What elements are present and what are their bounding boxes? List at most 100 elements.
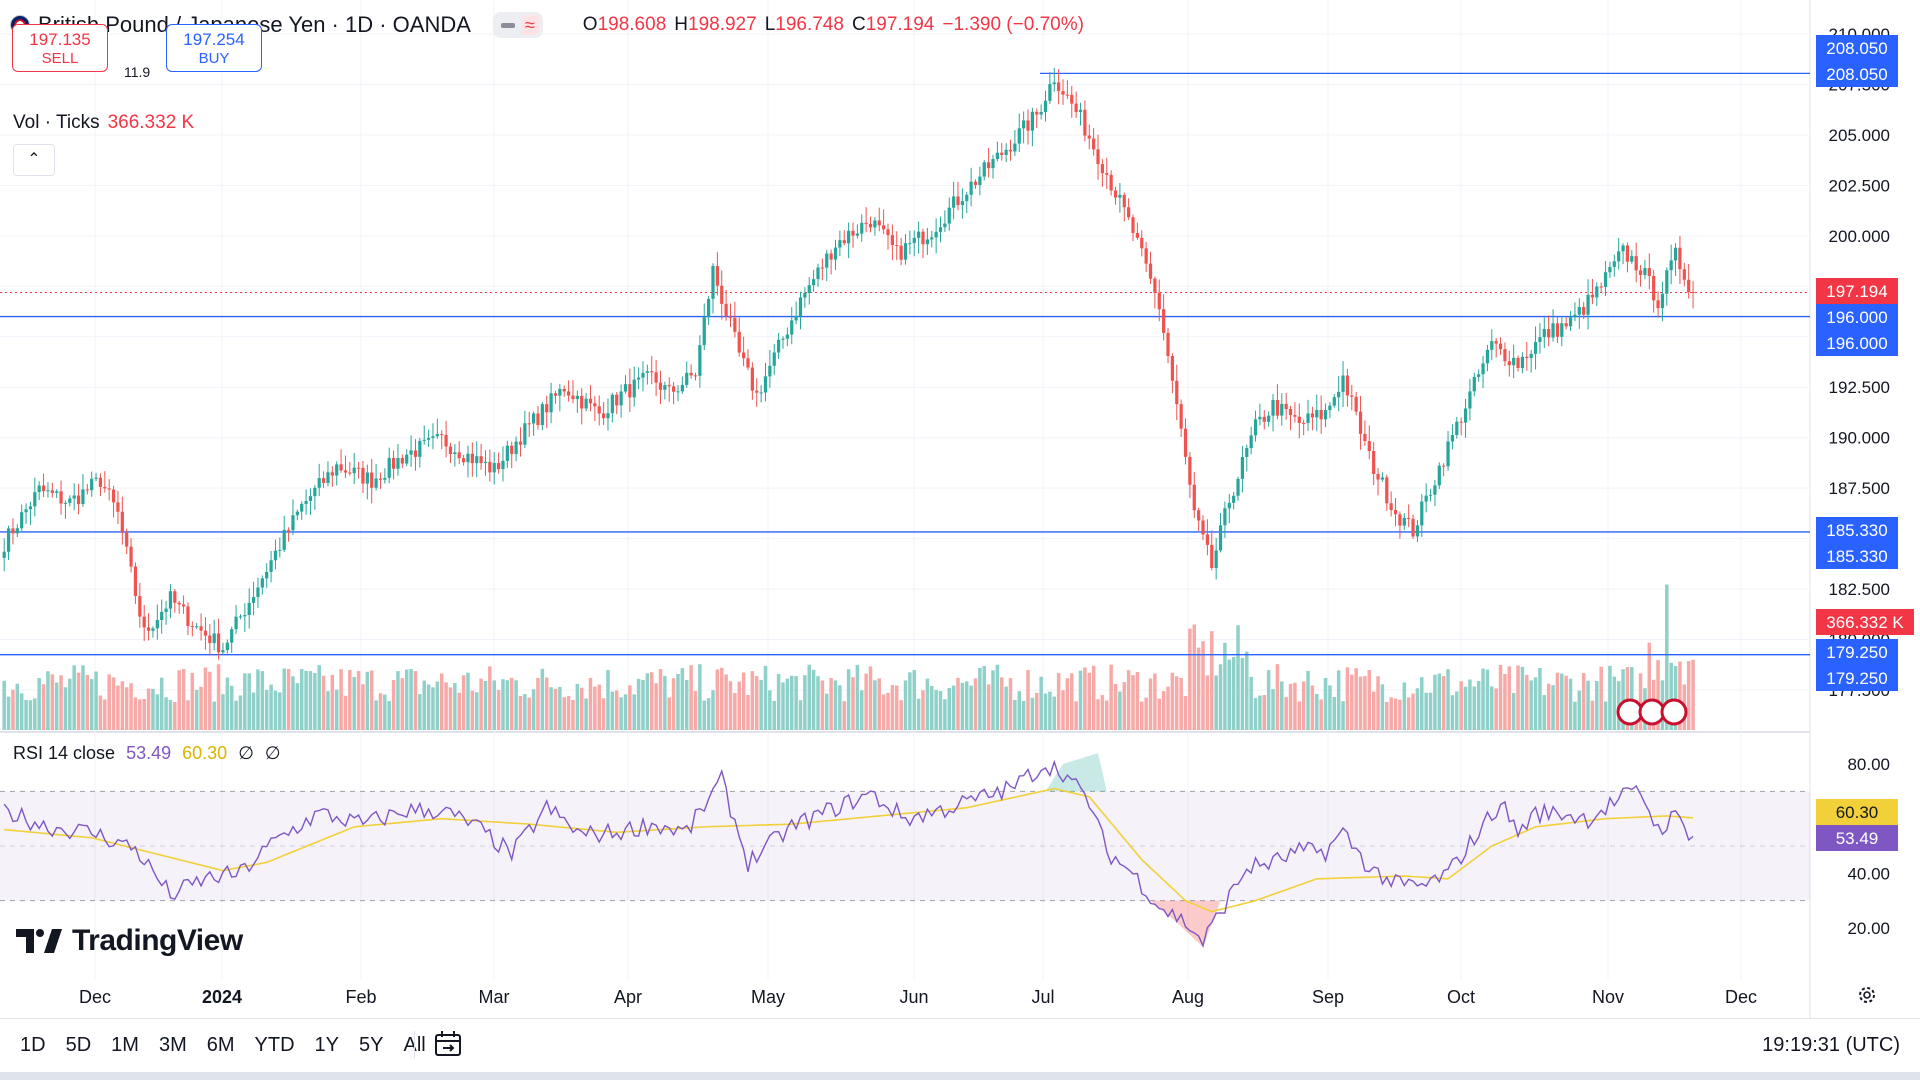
volume-bar <box>1612 676 1617 730</box>
candle-body <box>1586 294 1590 315</box>
candle-body <box>383 477 387 480</box>
candle-body <box>190 626 194 628</box>
candle-body <box>6 528 11 552</box>
buy-button[interactable]: 197.254 BUY <box>166 24 262 72</box>
volume-legend[interactable]: Vol · Ticks 366.332 K <box>13 112 194 134</box>
range-button-1d[interactable]: 1D <box>20 1034 46 1056</box>
candle-body <box>531 413 536 424</box>
range-button-1y[interactable]: 1Y <box>314 1034 340 1056</box>
settings-gear-icon[interactable] <box>1856 984 1878 1006</box>
rsi-value-box <box>1816 825 1898 851</box>
candle-body <box>1363 433 1367 442</box>
candle-body <box>282 529 286 550</box>
candle-body <box>98 477 103 487</box>
candle-body <box>1236 478 1240 496</box>
volume-bar <box>1293 682 1297 730</box>
candle-body <box>24 509 28 513</box>
candle-body <box>987 162 991 169</box>
volume-bar <box>938 690 943 730</box>
volume-bar <box>1656 660 1660 730</box>
volume-bar <box>606 670 610 730</box>
range-button-3m[interactable]: 3M <box>158 1034 187 1056</box>
volume-bar <box>1341 701 1345 730</box>
volume-bar <box>930 685 934 730</box>
candle-body <box>365 472 369 484</box>
candle-body <box>781 338 785 340</box>
candle-body <box>396 457 400 469</box>
candle-body <box>1183 428 1188 457</box>
candle-body <box>37 485 41 493</box>
volume-bar <box>1371 691 1376 730</box>
time-axis-label: 2024 <box>202 987 242 1007</box>
volume-bar <box>396 671 400 730</box>
candle-body <box>1070 94 1074 104</box>
candle-body <box>991 159 995 169</box>
rsi-value-label: 60.30 <box>1836 803 1879 822</box>
range-button-6m[interactable]: 6M <box>206 1034 235 1056</box>
candle-body <box>1652 276 1656 301</box>
candle-body <box>1144 248 1148 264</box>
range-button-1m[interactable]: 1M <box>111 1034 139 1056</box>
volume-bar <box>1608 665 1612 730</box>
candle-body <box>877 220 881 226</box>
candle-body <box>1341 375 1345 392</box>
candle-body <box>1385 477 1389 504</box>
time-axis-label: Dec <box>1725 987 1757 1007</box>
tradingview-logo[interactable]: TradingView <box>16 924 243 958</box>
candle-body <box>1547 329 1551 338</box>
candle-body <box>952 196 956 208</box>
candle-body <box>1004 149 1008 155</box>
go-to-date-icon[interactable] <box>432 1029 464 1059</box>
candle-body <box>566 391 571 396</box>
candle-body <box>1078 109 1083 113</box>
candle-body <box>431 436 435 438</box>
range-button-ytd[interactable]: YTD <box>254 1034 295 1056</box>
candle-body <box>671 386 676 392</box>
range-button-5d[interactable]: 5D <box>65 1034 92 1056</box>
candle-body <box>247 602 251 616</box>
volume-bar <box>1109 664 1113 730</box>
candle-body <box>1223 508 1227 526</box>
candle-body <box>921 231 925 245</box>
compare-toggle[interactable]: ≈ <box>492 12 543 38</box>
candle-body <box>601 413 606 419</box>
candle-body <box>707 298 711 318</box>
range-button-5y[interactable]: 5Y <box>359 1034 384 1056</box>
candle-body <box>1459 421 1463 423</box>
volume-bar <box>1546 683 1551 730</box>
volume-bar <box>759 679 763 730</box>
price-tick-label: 187.500 <box>1829 479 1890 498</box>
candle-body <box>1682 269 1686 280</box>
candle-body <box>1608 266 1612 273</box>
candle-body <box>610 394 614 414</box>
candle-body <box>168 591 173 609</box>
volume-bar <box>680 668 685 730</box>
rsi-legend[interactable]: RSI 14 close 53.49 60.30 ∅ ∅ <box>13 743 281 764</box>
price-label-text: 185.330 <box>1826 547 1887 566</box>
clock[interactable]: 19:19:31 (UTC) <box>1762 1034 1900 1056</box>
volume-bar <box>1516 665 1520 730</box>
candle-body <box>1420 501 1424 526</box>
volume-bar <box>1441 676 1446 730</box>
candle-body <box>212 633 216 644</box>
candle-body <box>146 627 151 631</box>
volume-bar <box>1245 651 1249 730</box>
candle-body <box>335 464 339 476</box>
candle-body <box>549 393 553 413</box>
candle-body <box>1630 256 1634 262</box>
volume-bar <box>890 685 895 730</box>
volume-bar <box>754 676 759 730</box>
collapse-legend-button[interactable]: ⌃ <box>13 144 55 176</box>
candle-body <box>1109 174 1113 191</box>
volume-bar <box>435 681 440 730</box>
price-label-box <box>1816 543 1898 569</box>
candle-body <box>1407 517 1411 519</box>
sell-button[interactable]: 197.135 SELL <box>12 24 108 72</box>
candle-body <box>475 456 479 464</box>
volume-bar <box>304 670 308 730</box>
price-label-text: 208.050 <box>1826 65 1887 84</box>
volume-bar <box>63 687 68 730</box>
volume-bar <box>282 668 286 730</box>
volume-bar <box>1017 691 1022 730</box>
